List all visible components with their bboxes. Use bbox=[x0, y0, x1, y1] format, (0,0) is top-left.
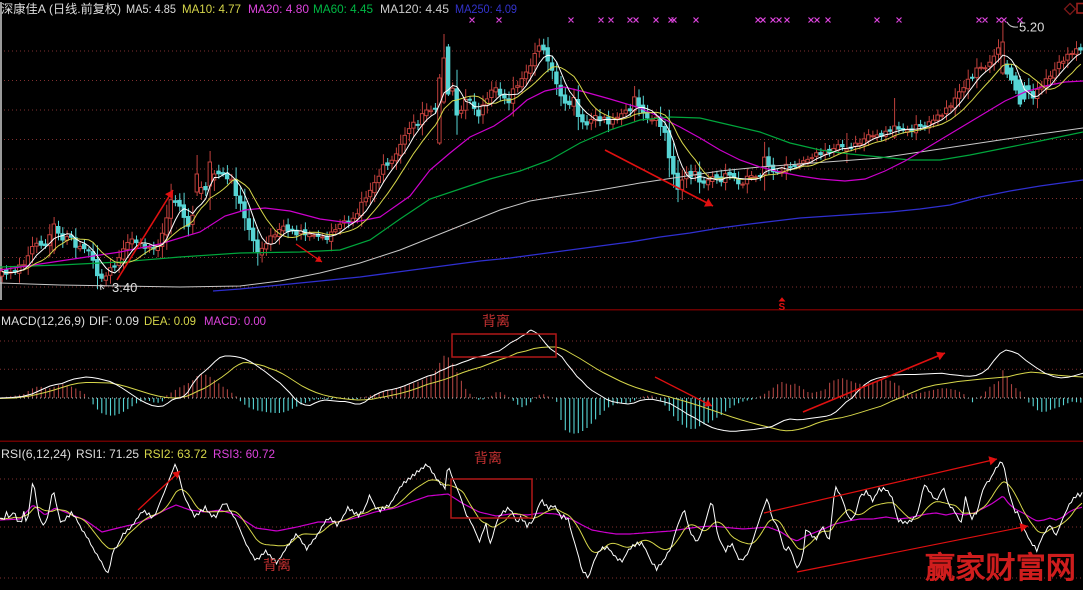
svg-text:5.20: 5.20 bbox=[1019, 20, 1044, 35]
svg-text:MACD: 0.00: MACD: 0.00 bbox=[204, 314, 266, 328]
svg-text:背离: 背离 bbox=[482, 313, 510, 329]
svg-text:DIF: 0.09: DIF: 0.09 bbox=[89, 314, 139, 328]
svg-text:MA250: 4.09: MA250: 4.09 bbox=[455, 2, 517, 16]
svg-text:MA120: 4.45: MA120: 4.45 bbox=[380, 2, 449, 16]
svg-text:赢家财富网: 赢家财富网 bbox=[925, 551, 1076, 585]
svg-text:MA60: 4.45: MA60: 4.45 bbox=[313, 2, 373, 16]
svg-text:RSI3: 60.72: RSI3: 60.72 bbox=[213, 447, 275, 461]
svg-text:MA20: 4.80: MA20: 4.80 bbox=[248, 2, 309, 16]
svg-text:(日线.前复权): (日线.前复权) bbox=[49, 1, 121, 16]
svg-text:深康佳A: 深康佳A bbox=[1, 1, 46, 16]
svg-text:背离: 背离 bbox=[263, 557, 291, 573]
svg-text:RSI1: 71.25: RSI1: 71.25 bbox=[76, 447, 139, 461]
svg-text:3.40: 3.40 bbox=[112, 280, 137, 295]
svg-text:DEA: 0.09: DEA: 0.09 bbox=[144, 314, 196, 328]
svg-text:背离: 背离 bbox=[474, 450, 502, 466]
svg-text:MA5: 4.85: MA5: 4.85 bbox=[126, 2, 176, 16]
svg-text:RSI2: 63.72: RSI2: 63.72 bbox=[144, 447, 207, 461]
svg-text:MACD(12,26,9): MACD(12,26,9) bbox=[1, 314, 85, 328]
svg-text:RSI(6,12,24): RSI(6,12,24) bbox=[1, 447, 71, 461]
svg-text:S: S bbox=[779, 302, 786, 313]
svg-text:MA10: 4.77: MA10: 4.77 bbox=[182, 2, 241, 16]
